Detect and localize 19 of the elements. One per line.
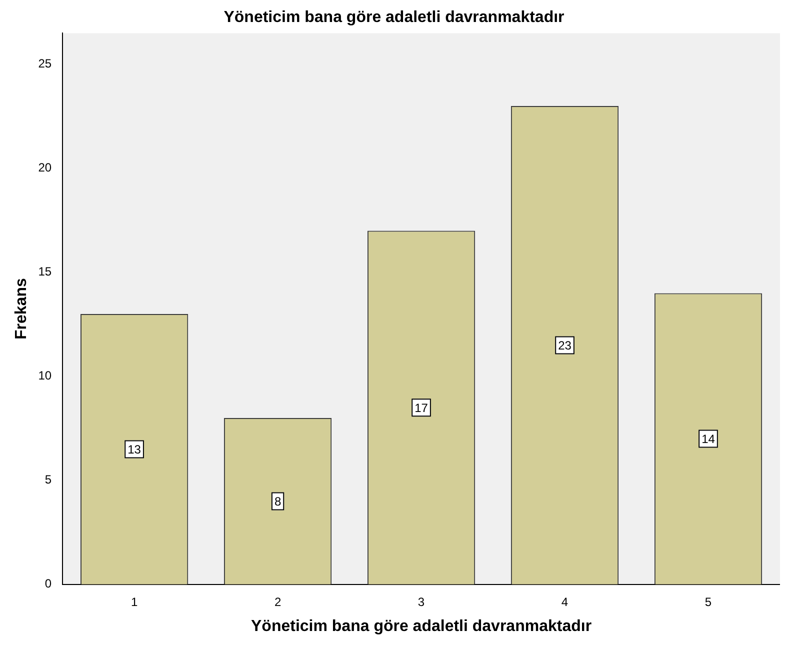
y-tick-label: 20 [38, 160, 52, 175]
x-tick-label: 4 [561, 594, 568, 609]
data-label: 13 [128, 442, 142, 457]
x-tick-label: 5 [704, 594, 712, 609]
y-tick-label: 15 [38, 264, 52, 279]
chart-title: Yöneticim bana göre adaletli davranmaktadır [224, 9, 564, 26]
x-tick-label: 2 [274, 594, 282, 609]
y-tick-label: 25 [38, 56, 52, 71]
x-tick-label: 3 [418, 594, 425, 609]
y-tick-label: 5 [44, 472, 52, 487]
data-label: 17 [414, 400, 428, 415]
y-tick-label: 10 [38, 368, 52, 383]
data-label: 8 [274, 494, 282, 509]
x-axis-title: Yöneticim bana göre adaletli davranmaktadır [250, 618, 592, 635]
x-tick-label: 1 [130, 594, 138, 609]
y-tick-label: 0 [44, 576, 52, 591]
y-axis-title: Frekans [13, 278, 30, 340]
data-label: 23 [558, 338, 572, 353]
data-label: 14 [702, 432, 716, 446]
